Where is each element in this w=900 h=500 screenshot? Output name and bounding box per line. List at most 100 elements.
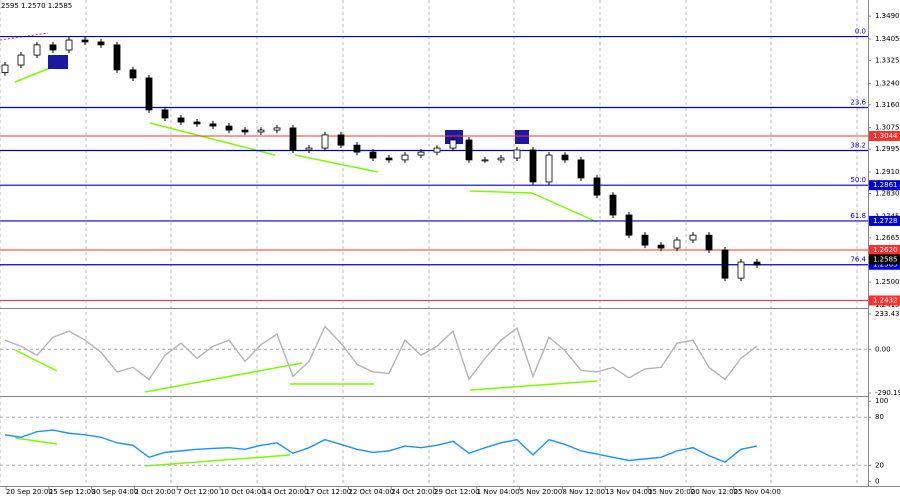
- candle: [577, 159, 585, 179]
- candle: [609, 194, 617, 216]
- indicator-line: [4, 325, 758, 381]
- fib-label: 50.0: [850, 176, 866, 184]
- candle: [385, 157, 393, 161]
- indicator-line: [4, 429, 758, 463]
- plot: 1.3490 1.3405 1.3325 1.3240 1.3160 1.3075 1.29…: [0, 12, 900, 485]
- candle: [433, 147, 441, 153]
- x-tick-label: 22 Oct 04:00: [348, 488, 394, 496]
- y-tick-label: 1.3075: [875, 124, 900, 132]
- fib-label: 76.4: [850, 256, 866, 264]
- price-box: [869, 259, 900, 270]
- candle: [49, 44, 57, 51]
- candle: [33, 44, 41, 56]
- x-tick-label: 14 Oct 20:00: [263, 488, 309, 496]
- x-tick-label: 15 Nov 20:00: [648, 488, 695, 496]
- fib-label: 23.6: [850, 99, 866, 107]
- x-tick-label: 5 Nov 20:00: [520, 488, 563, 496]
- x-tick-label: 20 Nov 12:00: [691, 488, 738, 496]
- candle: [737, 261, 745, 279]
- candle: [145, 77, 153, 111]
- candle: [305, 147, 313, 151]
- x-tick-label: 20 Sep 20:00: [6, 488, 53, 496]
- candle: [161, 109, 169, 119]
- x-tick-label: 8 Nov 12:00: [562, 488, 605, 496]
- candle: [65, 39, 73, 51]
- x-tick-label: 13 Nov 04:00: [605, 488, 652, 496]
- price-box: [869, 244, 900, 255]
- y-tick-label: 1.2500: [875, 278, 900, 286]
- candle: [273, 127, 281, 131]
- y-tick-label: 80: [875, 413, 884, 421]
- candle: [97, 41, 105, 46]
- candle: [369, 151, 377, 159]
- price-box: [869, 130, 900, 141]
- candle: [625, 214, 633, 236]
- candle: [129, 69, 137, 79]
- x-tick-label: 25 Sep 12:00: [49, 488, 96, 496]
- y-tick-label: 1.2910: [875, 168, 900, 176]
- fib-label: 61.8: [850, 212, 866, 220]
- x-tick-label: 10 Oct 04:00: [220, 488, 266, 496]
- current-price: 1.2585: [873, 255, 898, 263]
- candle: [17, 54, 25, 66]
- y-tick-label: 1.3240: [875, 79, 900, 87]
- x-tick-label: 7 Oct 12:00: [177, 488, 218, 496]
- fib-label: 38.2: [850, 142, 866, 150]
- x-tick-label: 1 Nov 04:00: [477, 488, 520, 496]
- candle: [513, 149, 521, 159]
- y-tick-label: 0.00: [875, 345, 891, 353]
- candle: [449, 139, 457, 149]
- candle: [689, 234, 697, 241]
- x-tick-label: 24 Oct 20:00: [391, 488, 437, 496]
- candle: [257, 129, 265, 133]
- candle: [289, 127, 297, 151]
- candle: [753, 261, 761, 266]
- price-label: 1.2432: [873, 296, 898, 304]
- price-label: 1.2620: [873, 246, 898, 254]
- y-tick-label: 1.2830: [875, 190, 900, 198]
- candle: [481, 159, 489, 162]
- candle: [401, 154, 409, 161]
- candle: [193, 121, 201, 125]
- candle: [465, 139, 473, 161]
- x-tick-label: 29 Oct 12:00: [434, 488, 480, 496]
- price-label: 1.2565: [873, 261, 898, 269]
- candle: [497, 157, 505, 161]
- y-tick-label: 100: [875, 397, 888, 405]
- x-tick-label: 17 Oct 12:00: [306, 488, 352, 496]
- candle: [225, 125, 233, 131]
- candle: [177, 117, 185, 123]
- candle: [417, 151, 425, 156]
- y-tick-label: 1.3160: [875, 101, 900, 109]
- candle: [337, 134, 345, 146]
- y-tick-label: -290.198: [875, 389, 900, 397]
- price-label: 1.3044: [873, 132, 898, 140]
- y-tick-label: 1.3325: [875, 56, 900, 64]
- y-tick-label: 0: [875, 477, 879, 485]
- y-tick-label: 1.2995: [875, 145, 900, 153]
- candle: [641, 234, 649, 246]
- candle: [241, 129, 249, 133]
- candle: [353, 144, 361, 153]
- candle: [657, 244, 665, 249]
- candle: [321, 134, 329, 149]
- x-tick-label: 25 Nov 04:00: [734, 488, 781, 496]
- price-box: [869, 180, 900, 191]
- candle: [113, 44, 121, 71]
- candle: [705, 234, 713, 251]
- y-tick-label: 233.4378: [875, 310, 900, 318]
- price-label: 1.2728: [873, 217, 898, 225]
- y-tick-label: 1.2665: [875, 234, 900, 242]
- candle: [1, 64, 9, 73]
- y-tick-label: 1.3405: [875, 35, 900, 43]
- candle: [721, 249, 729, 279]
- candle: [561, 154, 569, 161]
- price-box: [869, 215, 900, 226]
- y-tick-label: 1.3490: [875, 12, 900, 20]
- candle: [209, 123, 217, 127]
- candle: [529, 149, 537, 183]
- price-label: 1.2861: [873, 181, 898, 189]
- y-tick-label: 20: [875, 461, 884, 469]
- candle: [593, 177, 601, 196]
